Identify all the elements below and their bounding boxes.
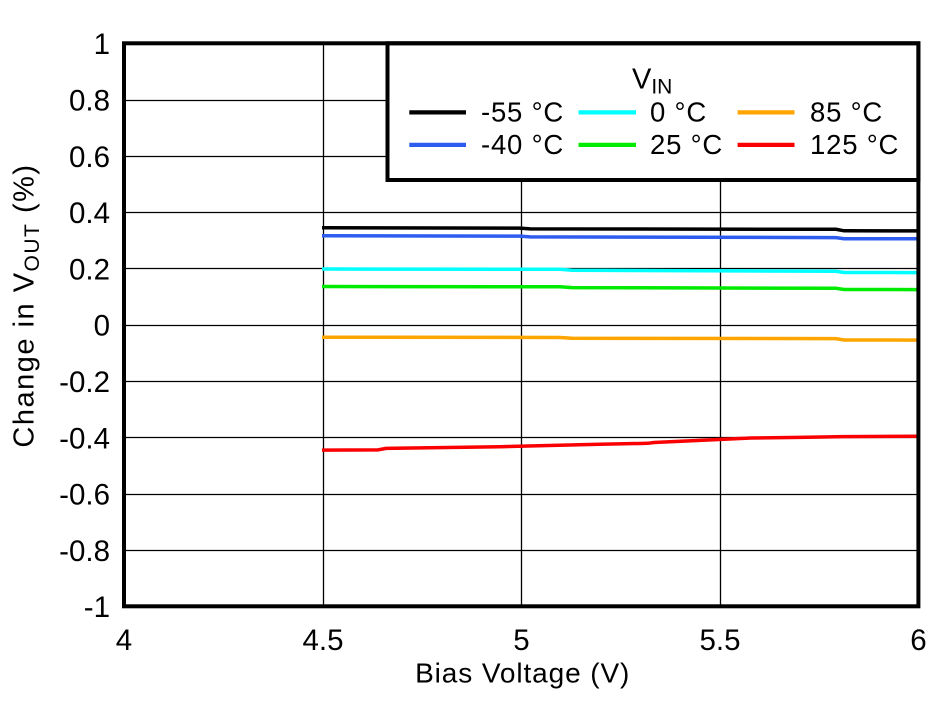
svg-text:0.6: 0.6 bbox=[69, 141, 110, 174]
svg-text:-0.2: -0.2 bbox=[59, 366, 110, 399]
svg-text:4.5: 4.5 bbox=[302, 624, 343, 657]
svg-text:-1: -1 bbox=[84, 591, 110, 624]
svg-text:-55 °C: -55 °C bbox=[481, 97, 564, 128]
svg-text:-0.6: -0.6 bbox=[59, 479, 110, 512]
svg-text:-0.8: -0.8 bbox=[59, 535, 110, 568]
svg-text:4: 4 bbox=[116, 624, 132, 657]
svg-text:5: 5 bbox=[513, 624, 529, 657]
svg-text:Change in VOUT (%): Change in VOUT (%) bbox=[9, 163, 45, 447]
svg-text:6: 6 bbox=[910, 624, 926, 657]
svg-text:-40 °C: -40 °C bbox=[481, 129, 564, 160]
svg-text:25 °C: 25 °C bbox=[650, 129, 723, 160]
svg-text:0.2: 0.2 bbox=[69, 253, 110, 286]
svg-text:-0.4: -0.4 bbox=[59, 422, 110, 455]
svg-text:Bias Voltage (V): Bias Voltage (V) bbox=[415, 657, 630, 688]
svg-text:85 °C: 85 °C bbox=[810, 97, 883, 128]
svg-text:0: 0 bbox=[94, 310, 110, 343]
svg-text:0 °C: 0 °C bbox=[650, 97, 707, 128]
svg-text:0.8: 0.8 bbox=[69, 85, 110, 118]
svg-text:125 °C: 125 °C bbox=[810, 129, 899, 160]
svg-text:1: 1 bbox=[94, 28, 110, 61]
svg-text:5.5: 5.5 bbox=[699, 624, 740, 657]
svg-text:0.4: 0.4 bbox=[69, 197, 110, 230]
